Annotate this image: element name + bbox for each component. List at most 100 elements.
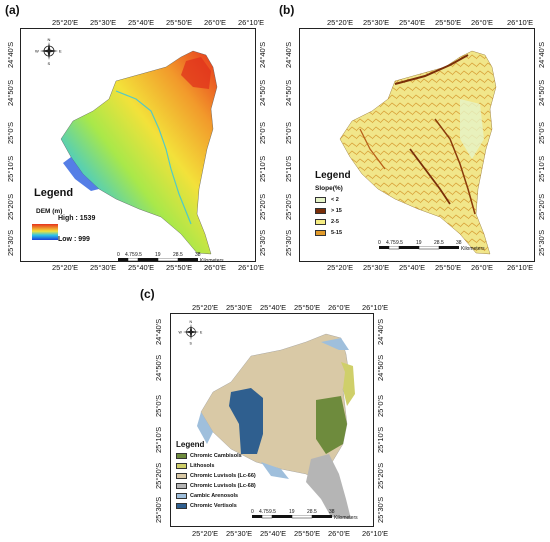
- north-label: N: [190, 320, 193, 324]
- scale-label: 19: [155, 252, 161, 258]
- right-tick: 25°30'S: [376, 496, 385, 523]
- right-tick: 25°0'S: [376, 395, 385, 417]
- dem-low-band: [63, 157, 99, 191]
- legend-item: Cambic Arenosols: [190, 493, 239, 499]
- lithosols-region: [341, 362, 355, 406]
- top-tick: 25°50'E: [294, 303, 321, 312]
- left-tick: 25°0'S: [154, 395, 163, 417]
- bottom-tick: 25°50'E: [294, 529, 321, 538]
- bottom-tick: 26°0'E: [204, 263, 226, 272]
- right-tick: 25°30'S: [258, 229, 267, 256]
- west-label: W: [179, 331, 183, 335]
- scale-bar: 0 4.75 9.5 19 28.5 38 Kilometers: [251, 509, 362, 523]
- north-arrow: N S E W: [35, 37, 62, 66]
- panel-a: (a) 25°20'E 25°30'E 25°40'E 25°50'E 26°0…: [0, 0, 275, 280]
- scale-bar: 0 4.75 9.5 19 28.5 38 Kilometers: [117, 252, 228, 266]
- bottom-tick: 25°30'E: [226, 529, 253, 538]
- dem-high-core: [181, 57, 211, 89]
- legend-swatch: [315, 219, 326, 225]
- panel-c: (c) 25°20'E 25°30'E 25°40'E 25°50'E 26°0…: [140, 285, 410, 542]
- right-tick: 25°0'S: [537, 122, 546, 144]
- scale-label: 28.5: [307, 509, 317, 515]
- east-label: E: [59, 49, 62, 54]
- panel-label: (a): [5, 3, 20, 17]
- panel-label: (c): [140, 287, 155, 301]
- legend-item: Chromic Cambisols: [190, 453, 242, 459]
- bottom-tick: 25°20'E: [327, 263, 354, 272]
- legend-item: 5-15: [331, 230, 343, 236]
- legend-item: < 2: [331, 197, 339, 203]
- right-tick: 25°30'S: [537, 229, 546, 256]
- scale-label: 0: [251, 509, 254, 515]
- bottom-tick: 25°40'E: [399, 263, 426, 272]
- dem-legend-ramp: [32, 224, 58, 240]
- bottom-tick: 25°50'E: [435, 263, 462, 272]
- scale-label: 38: [195, 252, 201, 258]
- map-frame: N S E W: [170, 313, 374, 527]
- right-tick: 25°10'S: [258, 155, 267, 182]
- west-label: W: [35, 49, 39, 54]
- legend-low: Low : 999: [58, 236, 90, 243]
- dem-region: [60, 50, 218, 255]
- top-tick: 25°20'E: [52, 18, 79, 27]
- legend-swatch: [176, 453, 187, 459]
- bottom-tick: 25°30'E: [90, 263, 117, 272]
- legend-swatch: [315, 197, 326, 203]
- north-label: N: [48, 37, 51, 42]
- bottom-tick: 25°20'E: [192, 529, 219, 538]
- top-tick: 25°50'E: [166, 18, 193, 27]
- slope-region: [339, 50, 497, 255]
- left-tick: 25°0'S: [284, 122, 293, 144]
- legend-item: Chromic Luvisols (Lc-66): [190, 473, 256, 479]
- top-tick: 26°0'E: [328, 303, 350, 312]
- scale-bar: 0 4.75 9.5 19 28.5 38 Kilometers: [378, 240, 489, 254]
- legend-title: Legend: [176, 440, 205, 449]
- scale-bar-graphic: [252, 515, 332, 519]
- panel-b: (b) 25°20'E 25°30'E 25°40'E 25°50'E 26°0…: [275, 0, 550, 280]
- right-tick: 25°0'S: [258, 122, 267, 144]
- soil-map: N S E W: [179, 320, 355, 519]
- scale-label: 28.5: [173, 252, 183, 258]
- left-tick: 25°30'S: [6, 229, 15, 256]
- top-tick: 25°20'E: [327, 18, 354, 27]
- bottom-tick: 26°0'E: [328, 529, 350, 538]
- left-tick: 24°50'S: [154, 354, 163, 381]
- left-tick: 25°30'S: [284, 229, 293, 256]
- scale-label: 28.5: [434, 240, 444, 246]
- scale-label: 0: [378, 240, 381, 246]
- top-tick: 25°20'E: [192, 303, 219, 312]
- legend-item: Chromic Luvisols (Lc-68): [190, 483, 256, 489]
- right-tick: 24°50'S: [258, 79, 267, 106]
- legend-title: Legend: [315, 170, 351, 181]
- north-arrow: N S E W: [179, 320, 204, 346]
- left-tick: 25°30'S: [154, 496, 163, 523]
- bottom-tick: 25°50'E: [166, 263, 193, 272]
- top-tick: 25°30'E: [90, 18, 117, 27]
- arenosols-region: [261, 462, 289, 479]
- top-tick: 25°50'E: [435, 18, 462, 27]
- right-tick: 24°50'S: [376, 354, 385, 381]
- legend-high: High : 1539: [58, 215, 96, 222]
- bottom-tick: 26°0'E: [471, 263, 493, 272]
- legend-swatch: [176, 463, 187, 469]
- legend-title: Legend: [34, 187, 74, 199]
- legend-swatch: [315, 208, 326, 214]
- scale-label: 9.5: [396, 240, 403, 246]
- right-tick: 24°50'S: [537, 79, 546, 106]
- scale-label: 9.5: [135, 252, 142, 258]
- legend-swatch: [176, 493, 187, 499]
- south-label: S: [190, 342, 193, 346]
- left-tick: 25°20'S: [154, 462, 163, 489]
- east-label: E: [200, 331, 203, 335]
- right-tick: 25°10'S: [376, 426, 385, 453]
- scale-label: 19: [289, 509, 295, 515]
- scale-label: 4.75: [259, 509, 269, 515]
- bottom-tick: 26°10'E: [507, 263, 534, 272]
- bottom-tick: 25°30'E: [363, 263, 390, 272]
- scale-label: 4.75: [125, 252, 135, 258]
- legend-swatch: [176, 473, 187, 479]
- panel-label: (b): [279, 3, 295, 17]
- left-tick: 25°10'S: [6, 155, 15, 182]
- right-tick: 24°40'S: [376, 318, 385, 345]
- left-tick: 25°10'S: [284, 155, 293, 182]
